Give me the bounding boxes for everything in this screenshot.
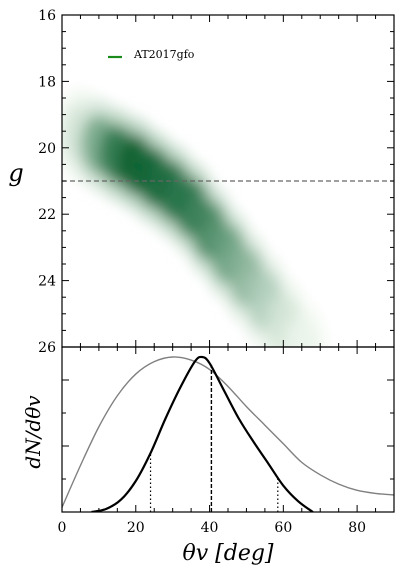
x-tick-label: 0 [58,520,67,536]
legend: AT2017gfo [108,48,195,61]
bottom-panel: 0 20 40 60 80 θv [deg] dN/dθv [21,346,395,566]
top-y-tick-label: 24 [38,274,56,290]
distribution-curves [62,355,394,512]
percentile-markers [149,364,279,512]
bottom-y-axis-label: dN/dθv [21,395,45,469]
density-heatmap [62,88,326,347]
top-panel: 16 18 20 22 24 26 g AT2017gfo [8,8,395,356]
x-axis-label: θv [deg] [182,541,273,566]
x-tick-label: 40 [201,520,219,536]
prior-curve [62,356,394,508]
top-y-tick-label: 26 [38,340,56,356]
legend-label: AT2017gfo [133,48,195,61]
x-tick-label: 20 [127,520,145,536]
top-y-tick-label: 22 [38,207,56,223]
top-y-tick-labels: 16 18 20 22 24 26 [38,8,56,356]
top-y-tick-label: 18 [38,74,56,90]
x-tick-label: 60 [274,520,292,536]
top-y-axis-label: g [8,159,23,187]
bottom-axis-ticks [61,347,395,512]
bottom-plot-frame [61,346,395,513]
x-tick-label: 80 [348,520,366,536]
x-tick-labels: 0 20 40 60 80 [58,520,366,536]
top-y-tick-label: 16 [38,8,56,24]
density-core-blob [283,317,320,347]
top-y-tick-label: 20 [38,141,56,157]
posterior-curve [91,355,314,512]
